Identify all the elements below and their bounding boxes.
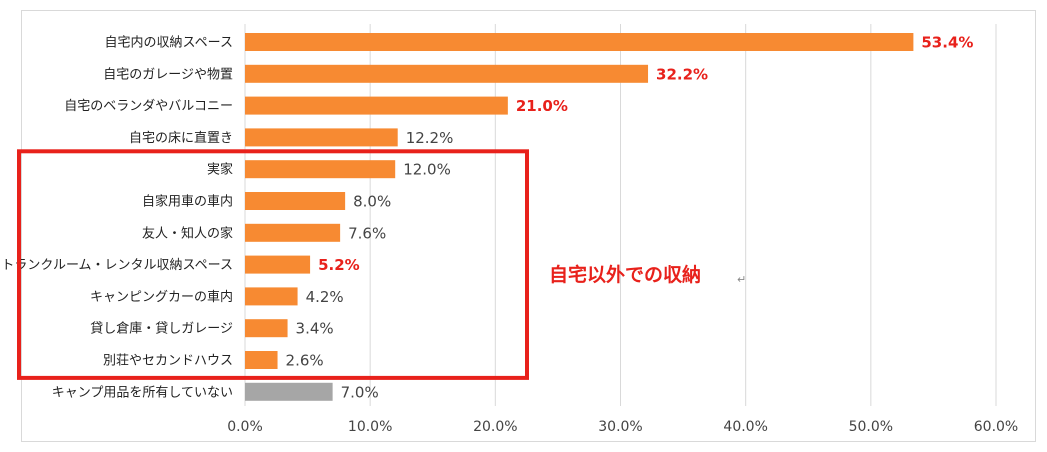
- x-tick-label: 40.0%: [723, 419, 767, 435]
- value-label: 7.0%: [341, 383, 379, 401]
- x-tick-label: 20.0%: [473, 419, 517, 435]
- category-label: トランクルーム・レンタル収納スペース: [1, 258, 233, 273]
- bar: [245, 33, 914, 51]
- value-label: 3.4%: [296, 320, 334, 338]
- category-label: 自宅のガレージや物置: [103, 67, 233, 82]
- category-label: 別荘やセカンドハウス: [103, 354, 233, 369]
- category-label: キャンプ用品を所有していない: [52, 385, 233, 400]
- category-label: 自宅の床に直置き: [129, 131, 233, 146]
- bar: [245, 160, 396, 179]
- x-tick-label: 10.0%: [348, 419, 392, 435]
- x-tick-label: 0.0%: [227, 419, 263, 435]
- value-label: 5.2%: [318, 256, 360, 274]
- category-label: キャンピングカーの車内: [90, 289, 233, 305]
- bar: [245, 351, 278, 369]
- annotation-text: 自宅以外での収納: [549, 263, 701, 286]
- bar: [245, 192, 346, 210]
- bar: [245, 382, 333, 401]
- value-label: 8.0%: [353, 193, 391, 211]
- category-label: 友人・知人の家: [142, 225, 233, 241]
- value-label: 12.0%: [403, 161, 451, 179]
- category-label: 自宅内の収納スペース: [105, 35, 233, 51]
- x-tick-label: 30.0%: [598, 419, 642, 435]
- bar: [245, 64, 649, 83]
- value-label: 32.2%: [656, 65, 708, 83]
- value-label: 21.0%: [516, 97, 568, 115]
- bar: [245, 128, 398, 147]
- category-label: 実家: [207, 162, 233, 178]
- annotation-mark: ↵: [737, 273, 746, 286]
- bar: [245, 223, 341, 242]
- category-label: 自家用車の車内: [142, 194, 233, 210]
- bar: [245, 96, 508, 115]
- annotation-box: [17, 149, 529, 380]
- bar: [245, 319, 288, 338]
- bar: [245, 287, 298, 306]
- category-label: 自宅のベランダやバルコニー: [64, 99, 233, 114]
- value-label: 53.4%: [921, 34, 973, 52]
- x-tick-label: 60.0%: [974, 419, 1018, 435]
- value-label: 12.2%: [406, 129, 454, 147]
- value-label: 2.6%: [286, 352, 324, 370]
- value-label: 4.2%: [306, 288, 344, 306]
- bar: [245, 255, 311, 274]
- category-label: 貸し倉庫・貸しガレージ: [90, 321, 233, 337]
- value-label: 7.6%: [348, 224, 386, 242]
- x-tick-label: 50.0%: [849, 419, 893, 435]
